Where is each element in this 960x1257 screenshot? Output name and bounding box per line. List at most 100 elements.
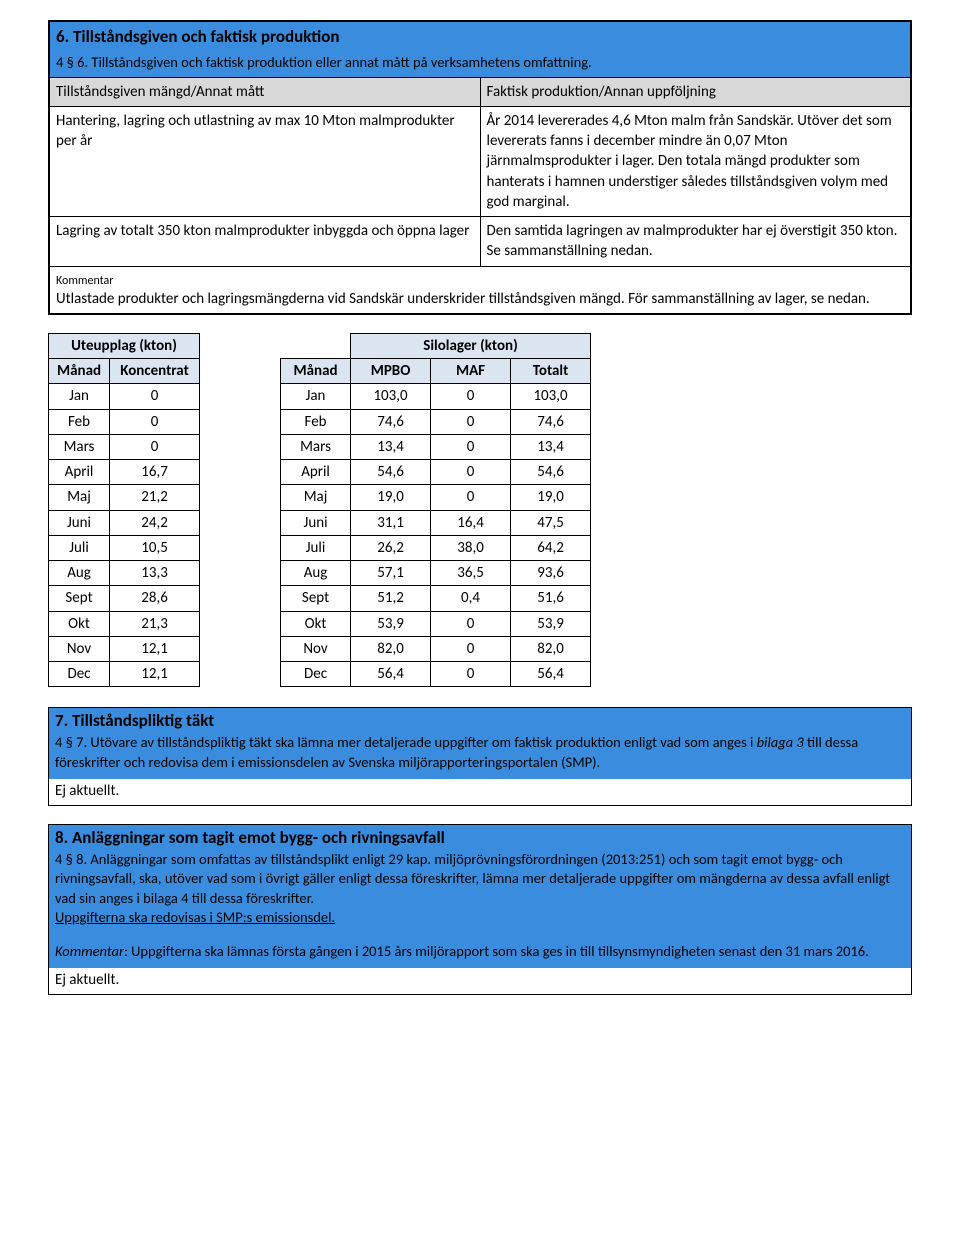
section-8-comment-label: Kommentar xyxy=(55,942,124,960)
tables-row: Uteupplag (kton) Månad Koncentrat Jan0Fe… xyxy=(48,333,912,688)
month-cell: Aug xyxy=(49,561,110,586)
kommentar-label: Kommentar xyxy=(56,271,904,289)
maf-cell: 0 xyxy=(431,460,511,485)
month-cell: Maj xyxy=(49,485,110,510)
uteupplag-title: Uteupplag (kton) xyxy=(49,333,200,358)
value-cell: 0 xyxy=(110,409,200,434)
table-row: Maj19,0019,0 xyxy=(281,485,591,510)
table-row: Juli26,238,064,2 xyxy=(281,535,591,560)
row1-left: Hantering, lagring och utlastning av max… xyxy=(50,106,481,216)
month-cell: Sept xyxy=(49,586,110,611)
maf-cell: 0,4 xyxy=(431,586,511,611)
month-cell: Juni xyxy=(49,510,110,535)
maf-cell: 0 xyxy=(431,611,511,636)
table-row: Okt53,9053,9 xyxy=(281,611,591,636)
section-6-subtitle: 4 § 6. Tillståndsgiven och faktisk produ… xyxy=(56,53,592,71)
month-cell: Feb xyxy=(281,409,351,434)
section-8-body1: 4 § 8. Anläggningar som omfattas av till… xyxy=(55,850,905,909)
uteupplag-col-month: Månad xyxy=(49,359,110,384)
mpbo-cell: 56,4 xyxy=(351,662,431,687)
section-6-table: 6. Tillståndsgiven och faktisk produktio… xyxy=(49,21,911,314)
value-cell: 10,5 xyxy=(110,535,200,560)
value-cell: 21,2 xyxy=(110,485,200,510)
mpbo-cell: 31,1 xyxy=(351,510,431,535)
month-cell: Feb xyxy=(49,409,110,434)
month-cell: April xyxy=(281,460,351,485)
table-row: April16,7 xyxy=(49,460,200,485)
silolager-col-maf: MAF xyxy=(431,359,511,384)
value-cell: 16,7 xyxy=(110,460,200,485)
total-cell: 53,9 xyxy=(511,611,591,636)
mpbo-cell: 19,0 xyxy=(351,485,431,510)
table-row: Jan103,00103,0 xyxy=(281,384,591,409)
maf-cell: 36,5 xyxy=(431,561,511,586)
table-row: Nov82,0082,0 xyxy=(281,636,591,661)
uteupplag-col-value: Koncentrat xyxy=(110,359,200,384)
table-row: Aug57,136,593,6 xyxy=(281,561,591,586)
mpbo-cell: 26,2 xyxy=(351,535,431,560)
section-6: 6. Tillståndsgiven och faktisk produktio… xyxy=(48,20,912,315)
table-row: April54,6054,6 xyxy=(281,460,591,485)
col-header-left: Tillståndsgiven mängd/Annat mått xyxy=(50,77,481,106)
section-8-tail: Ej aktuellt. xyxy=(49,968,911,994)
value-cell: 12,1 xyxy=(110,636,200,661)
total-cell: 74,6 xyxy=(511,409,591,434)
month-cell: Nov xyxy=(281,636,351,661)
row2-right: Den samtida lagringen av malmprodukter h… xyxy=(480,217,911,267)
month-cell: Juli xyxy=(49,535,110,560)
section-7-body-ital: bilaga 3 xyxy=(757,733,804,751)
maf-cell: 16,4 xyxy=(431,510,511,535)
table-row: Juni31,116,447,5 xyxy=(281,510,591,535)
month-cell: Jan xyxy=(49,384,110,409)
table-row: Jan0 xyxy=(49,384,200,409)
month-cell: Dec xyxy=(49,662,110,687)
month-cell: Jan xyxy=(281,384,351,409)
maf-cell: 0 xyxy=(431,662,511,687)
section-6-title: 6. Tillståndsgiven och faktisk produktio… xyxy=(56,26,904,49)
table-row: Dec12,1 xyxy=(49,662,200,687)
section-8: 8. Anläggningar som tagit emot bygg- och… xyxy=(48,824,912,995)
maf-cell: 0 xyxy=(431,636,511,661)
table-row: Aug13,3 xyxy=(49,561,200,586)
value-cell: 12,1 xyxy=(110,662,200,687)
table-row: Juli10,5 xyxy=(49,535,200,560)
month-cell: Nov xyxy=(49,636,110,661)
mpbo-cell: 103,0 xyxy=(351,384,431,409)
mpbo-cell: 57,1 xyxy=(351,561,431,586)
table-row: Feb74,6074,6 xyxy=(281,409,591,434)
section-7-title: 7. Tillståndspliktig täkt xyxy=(55,710,905,733)
table-row: Dec56,4056,4 xyxy=(281,662,591,687)
total-cell: 56,4 xyxy=(511,662,591,687)
col-header-right: Faktisk produktion/Annan uppföljning xyxy=(480,77,911,106)
kommentar-text: Utlastade produkter och lagringsmängdern… xyxy=(56,289,904,309)
silolager-col-total: Totalt xyxy=(511,359,591,384)
row2-left: Lagring av totalt 350 kton malmprodukter… xyxy=(50,217,481,267)
value-cell: 0 xyxy=(110,384,200,409)
mpbo-cell: 54,6 xyxy=(351,460,431,485)
value-cell: 13,3 xyxy=(110,561,200,586)
mpbo-cell: 74,6 xyxy=(351,409,431,434)
silolager-col-month: Månad xyxy=(281,359,351,384)
total-cell: 13,4 xyxy=(511,434,591,459)
section-7: 7. Tillståndspliktig täkt 4 § 7. Utövare… xyxy=(48,707,912,805)
month-cell: Dec xyxy=(281,662,351,687)
silolager-table: Silolager (kton) Månad MPBO MAF Totalt J… xyxy=(280,333,591,688)
total-cell: 54,6 xyxy=(511,460,591,485)
total-cell: 51,6 xyxy=(511,586,591,611)
maf-cell: 0 xyxy=(431,434,511,459)
table-row: Sept28,6 xyxy=(49,586,200,611)
total-cell: 19,0 xyxy=(511,485,591,510)
silolager-title: Silolager (kton) xyxy=(351,333,591,358)
month-cell: Okt xyxy=(49,611,110,636)
table-row: Nov12,1 xyxy=(49,636,200,661)
month-cell: Mars xyxy=(49,434,110,459)
month-cell: Aug xyxy=(281,561,351,586)
table-row: Okt21,3 xyxy=(49,611,200,636)
total-cell: 93,6 xyxy=(511,561,591,586)
table-row: Maj21,2 xyxy=(49,485,200,510)
mpbo-cell: 82,0 xyxy=(351,636,431,661)
section-8-comment-text: : Uppgifterna ska lämnas första gången i… xyxy=(124,942,869,960)
month-cell: April xyxy=(49,460,110,485)
month-cell: Maj xyxy=(281,485,351,510)
value-cell: 28,6 xyxy=(110,586,200,611)
